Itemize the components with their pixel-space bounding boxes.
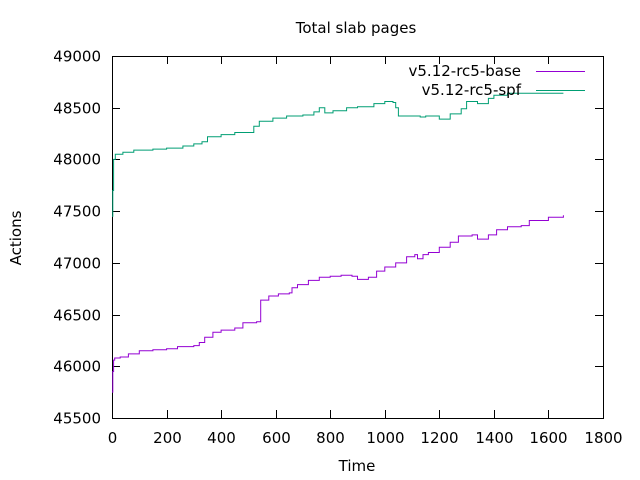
legend-label-0: v5.12-rc5-base bbox=[409, 62, 522, 80]
x-axis-label: Time bbox=[338, 457, 376, 475]
series-line-0 bbox=[112, 215, 564, 393]
y-axis: 45500 46000 46500 47000 47500 48000 48500 49000 bbox=[53, 48, 603, 428]
y-tick-label: 46500 bbox=[53, 307, 101, 325]
x-tick-label: 1400 bbox=[475, 429, 513, 447]
y-axis-label: Actions bbox=[7, 210, 25, 265]
x-tick-label: 1800 bbox=[584, 429, 622, 447]
y-tick-label: 47000 bbox=[53, 255, 101, 273]
y-tick-label: 45500 bbox=[53, 410, 101, 428]
y-tick-label: 49000 bbox=[53, 48, 101, 66]
plot-area-frame bbox=[112, 56, 604, 419]
legend-label-1: v5.12-rc5-spf bbox=[422, 81, 522, 99]
x-tick-label: 400 bbox=[207, 429, 236, 447]
x-tick-label: 600 bbox=[262, 429, 291, 447]
chart-title: Total slab pages bbox=[295, 19, 417, 37]
y-tick-label: 48500 bbox=[53, 100, 101, 118]
y-tick-label: 48000 bbox=[53, 151, 101, 169]
x-tick-label: 1000 bbox=[366, 429, 404, 447]
x-tick-label: 1200 bbox=[420, 429, 458, 447]
y-tick-label: 46000 bbox=[53, 358, 101, 376]
x-axis: 0 200 400 600 800 1000 1200 1400 1600 1800 bbox=[108, 56, 623, 447]
y-tick-label: 47500 bbox=[53, 203, 101, 221]
x-tick-label: 200 bbox=[153, 429, 182, 447]
series-line-1 bbox=[112, 92, 564, 217]
x-tick-label: 0 bbox=[108, 429, 118, 447]
series-lines bbox=[112, 92, 564, 393]
x-tick-label: 800 bbox=[316, 429, 345, 447]
x-tick-label: 1600 bbox=[529, 429, 567, 447]
